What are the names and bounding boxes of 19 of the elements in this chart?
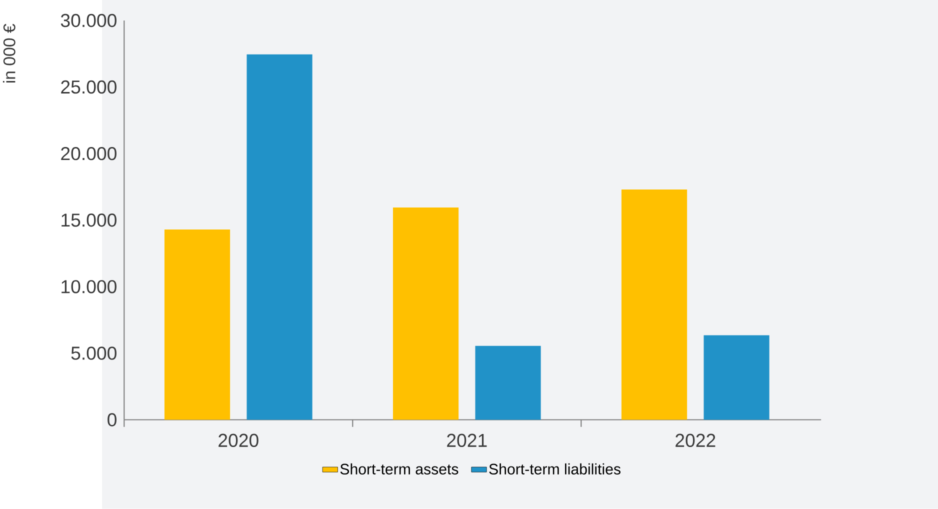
y-tick-label: 10.000 [62, 280, 116, 294]
y-tick-label: 25.000 [61, 80, 116, 94]
legend-label: Short-term liabilities [489, 463, 620, 475]
x-tick-label: 2022 [676, 434, 716, 448]
legend-label: Short-term assets [340, 463, 458, 475]
bar [621, 190, 688, 420]
y-tick-label: 30.000 [60, 14, 116, 28]
x-tick-label: 2021 [447, 434, 487, 448]
bar [704, 335, 770, 420]
y-axis-title: in 000 € [2, 24, 16, 83]
y-tick-label: 20.000 [61, 147, 116, 160]
y-tick-label: 0 [108, 413, 116, 426]
bar [475, 346, 541, 420]
bar [392, 208, 459, 420]
x-tick-label: 2020 [218, 434, 258, 448]
bar [164, 230, 230, 420]
bar [246, 54, 312, 420]
y-tick-label: 5.000 [71, 346, 116, 360]
y-tick-label: 15.000 [62, 214, 116, 227]
